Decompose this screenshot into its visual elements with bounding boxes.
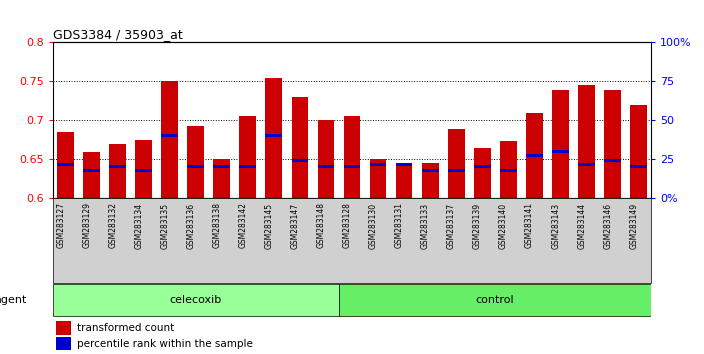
Bar [526, 113, 543, 198]
Text: control: control [476, 295, 515, 305]
Bar [344, 165, 360, 168]
Bar [526, 154, 543, 157]
Text: GSM283131: GSM283131 [395, 202, 404, 249]
Text: GSM283142: GSM283142 [239, 202, 248, 249]
Text: GSM283147: GSM283147 [291, 202, 300, 249]
Bar [83, 169, 100, 172]
Bar [339, 284, 651, 316]
Bar [213, 165, 230, 168]
Bar [239, 116, 256, 198]
Bar [344, 116, 360, 198]
Bar [396, 163, 413, 198]
Bar [291, 159, 308, 162]
Bar [630, 105, 647, 198]
Bar [422, 169, 439, 172]
Bar [291, 97, 308, 198]
Bar [265, 133, 282, 137]
Text: GSM283145: GSM283145 [265, 202, 274, 249]
Text: celecoxib: celecoxib [170, 295, 222, 305]
Bar [474, 165, 491, 168]
Bar [422, 163, 439, 198]
Bar [57, 163, 74, 166]
Text: GSM283129: GSM283129 [83, 202, 92, 249]
Bar [318, 120, 334, 198]
Bar [552, 90, 569, 198]
Text: GSM283143: GSM283143 [551, 202, 560, 249]
Bar [161, 81, 178, 198]
Bar [448, 169, 465, 172]
Bar [578, 85, 595, 198]
Text: GSM283135: GSM283135 [161, 202, 170, 249]
Text: GSM283149: GSM283149 [629, 202, 639, 249]
Bar [56, 321, 71, 335]
Bar [109, 144, 126, 198]
Bar [187, 126, 204, 198]
Text: GSM283140: GSM283140 [499, 202, 508, 249]
Bar [318, 165, 334, 168]
Bar [630, 165, 647, 168]
Text: GSM283141: GSM283141 [525, 202, 534, 249]
Bar [265, 78, 282, 198]
Bar [396, 163, 413, 166]
Text: GSM283134: GSM283134 [135, 202, 144, 249]
Bar [604, 90, 621, 198]
Text: GSM283138: GSM283138 [213, 202, 222, 249]
Bar [83, 152, 100, 198]
Text: GSM283136: GSM283136 [187, 202, 196, 249]
Bar [239, 165, 256, 168]
Bar [187, 165, 204, 168]
Text: GSM283133: GSM283133 [421, 202, 430, 249]
Bar [448, 129, 465, 198]
Bar [552, 150, 569, 153]
Bar [53, 284, 339, 316]
Bar [56, 337, 71, 350]
Text: GSM283146: GSM283146 [603, 202, 612, 249]
Bar [474, 148, 491, 198]
Text: GSM283132: GSM283132 [109, 202, 118, 249]
Text: transformed count: transformed count [77, 323, 174, 333]
Bar [604, 159, 621, 162]
Text: percentile rank within the sample: percentile rank within the sample [77, 339, 253, 349]
Bar [57, 132, 74, 198]
Bar [135, 140, 152, 198]
Text: GSM283127: GSM283127 [57, 202, 65, 249]
Text: GSM283144: GSM283144 [577, 202, 586, 249]
Bar [500, 169, 517, 172]
Text: GSM283148: GSM283148 [317, 202, 326, 249]
Bar [161, 133, 178, 137]
Bar [135, 169, 152, 172]
Text: GSM283139: GSM283139 [473, 202, 482, 249]
Bar [370, 163, 386, 166]
Bar [578, 163, 595, 166]
Text: GSM283128: GSM283128 [343, 202, 352, 249]
Text: GSM283130: GSM283130 [369, 202, 378, 249]
Text: GSM283137: GSM283137 [447, 202, 456, 249]
Bar [109, 165, 126, 168]
Bar [213, 159, 230, 198]
Text: agent: agent [0, 295, 27, 305]
Bar [500, 141, 517, 198]
Bar [370, 159, 386, 198]
Text: GDS3384 / 35903_at: GDS3384 / 35903_at [53, 28, 182, 41]
